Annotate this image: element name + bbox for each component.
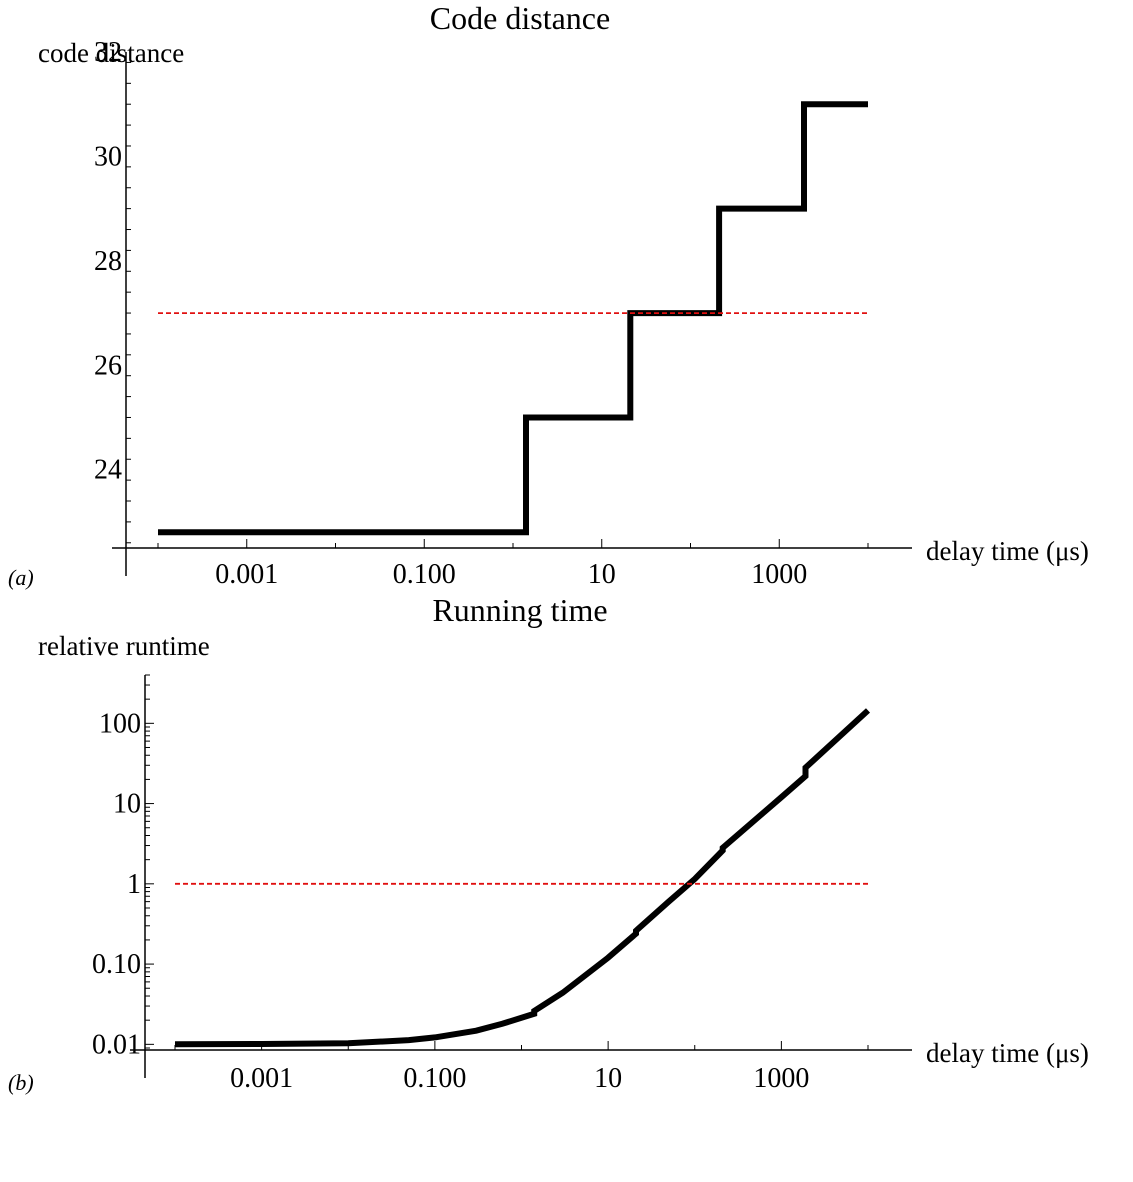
y-tick-label: 26 [94, 350, 122, 381]
y-tick-label: 28 [94, 246, 122, 277]
code-distance-step-line [158, 101, 868, 536]
y-tick-label: 32 [94, 37, 122, 68]
x-tick-label: 10 [588, 559, 616, 590]
y-tick-label: 24 [94, 455, 122, 486]
chart-title: Running time [432, 592, 607, 628]
runtime-curve [174, 708, 871, 1048]
x-tick-label: 0.001 [215, 559, 278, 590]
y-axis-label: relative runtime [38, 631, 210, 661]
y-tick-label: 1 [127, 869, 141, 900]
x-tick-label: 1000 [753, 1063, 809, 1094]
y-tick-label: 0.01 [92, 1029, 141, 1060]
x-axis-label: delay time (μs) [926, 1038, 1089, 1068]
y-tick-label: 100 [99, 708, 141, 739]
x-axis-label: delay time (μs) [926, 536, 1089, 566]
x-tick-label: 0.100 [403, 1063, 466, 1094]
x-tick-label: 1000 [751, 559, 807, 590]
x-tick-label: 10 [594, 1063, 622, 1094]
y-axis-label: code distance [38, 38, 184, 68]
panel-label: (b) [8, 1070, 34, 1095]
x-tick-label: 0.100 [393, 559, 456, 590]
chart-title: Code distance [430, 0, 610, 36]
panel-label: (a) [8, 565, 34, 590]
y-tick-label: 10 [113, 789, 141, 820]
y-tick-label: 30 [94, 141, 122, 172]
x-tick-label: 0.001 [230, 1063, 293, 1094]
y-tick-label: 0.10 [92, 949, 141, 980]
